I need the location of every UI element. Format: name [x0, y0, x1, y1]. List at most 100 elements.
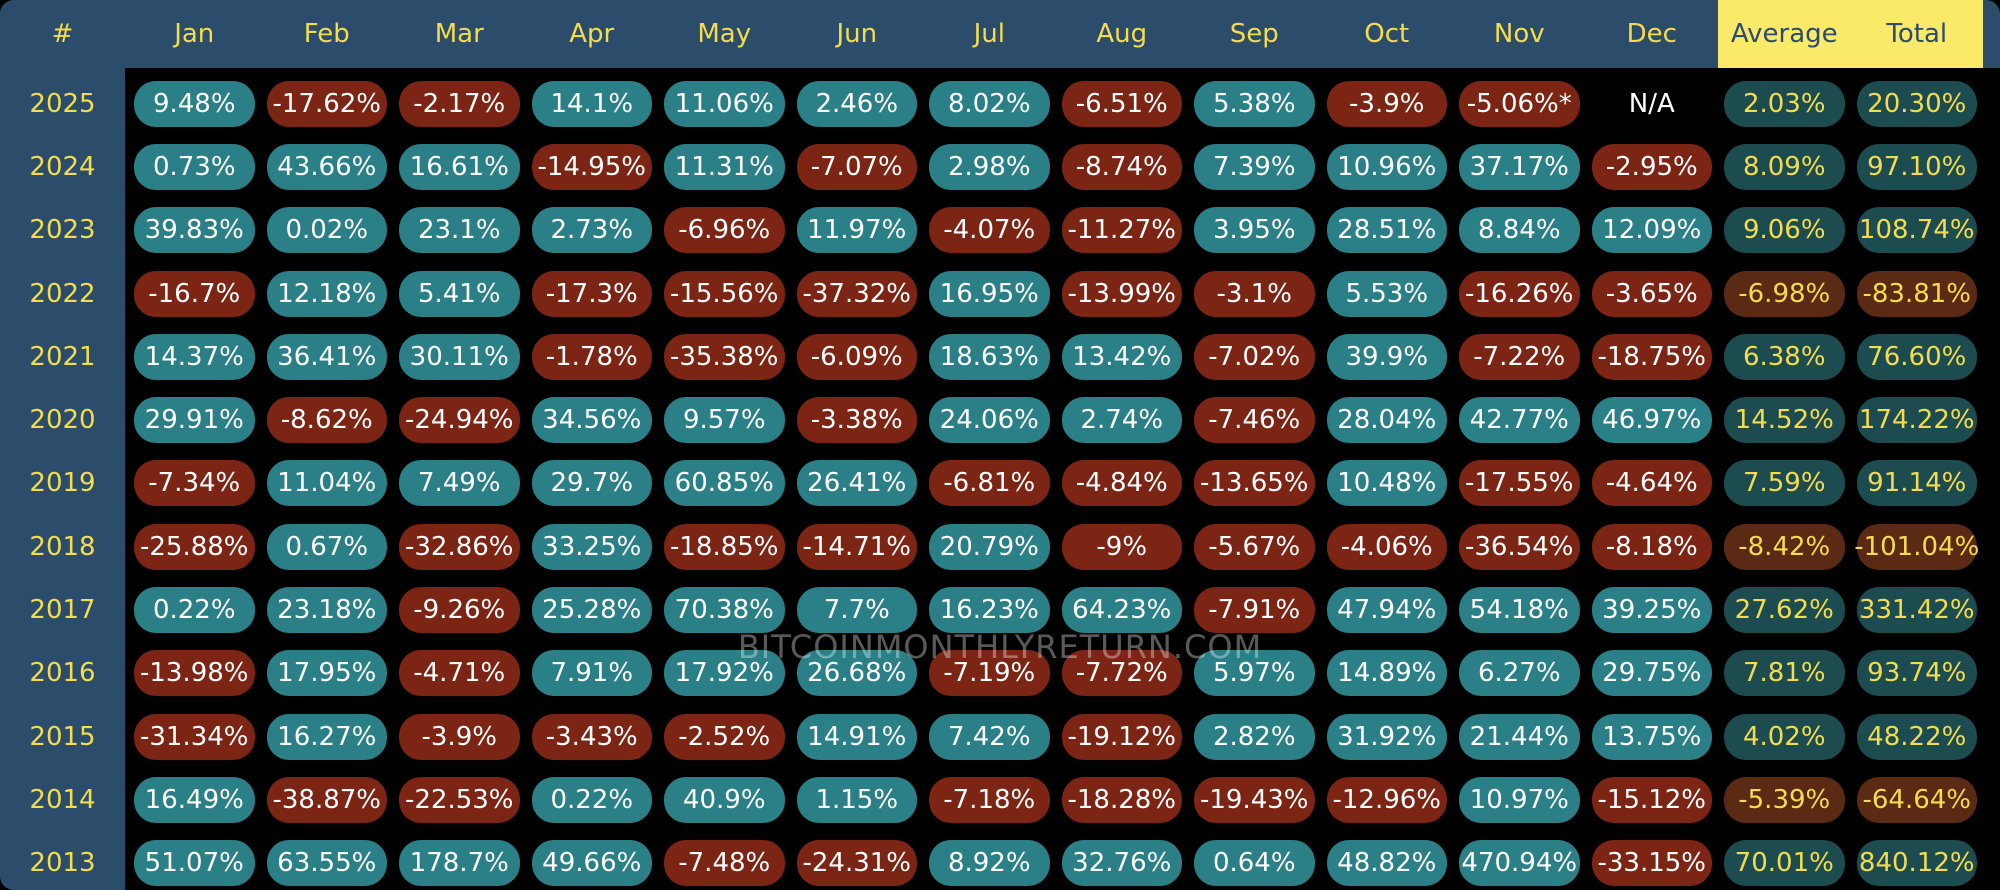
return-cell: 16.23%	[929, 587, 1050, 634]
return-cell: -3.65%	[1591, 270, 1712, 317]
return-cell: 18.63%	[929, 333, 1050, 380]
return-cell: 11.31%	[664, 143, 785, 190]
return-cell: -4.84%	[1061, 460, 1182, 507]
return-cell: 10.48%	[1326, 460, 1447, 507]
return-cell: -18.75%	[1591, 333, 1712, 380]
return-cell: 37.17%	[1459, 143, 1580, 190]
return-cell: 48.82%	[1326, 840, 1447, 887]
row-year-2023: 2023	[0, 198, 125, 262]
return-cell: -14.71%	[796, 523, 917, 570]
return-cell: 9.06%	[1724, 207, 1845, 254]
return-cell: 14.37%	[134, 333, 255, 380]
row-year-2018: 2018	[0, 515, 125, 579]
return-cell: -101.04%	[1854, 523, 1979, 570]
return-cell: 93.74%	[1856, 650, 1977, 697]
return-cell: -2.17%	[399, 80, 520, 127]
return-cell: -16.7%	[134, 270, 255, 317]
return-cell: 12.09%	[1591, 207, 1712, 254]
return-cell: -4.64%	[1591, 460, 1712, 507]
return-cell: 29.7%	[531, 460, 652, 507]
return-cell: 27.62%	[1724, 587, 1845, 634]
return-cell: 11.06%	[664, 80, 785, 127]
return-cell: -15.12%	[1591, 776, 1712, 823]
return-cell: 26.41%	[796, 460, 917, 507]
return-cell: -8.42%	[1724, 523, 1845, 570]
return-cell: 11.04%	[266, 460, 387, 507]
return-cell: 20.79%	[929, 523, 1050, 570]
return-cell: -4.71%	[399, 650, 520, 697]
return-cell: -19.12%	[1061, 713, 1182, 760]
return-cell: 14.1%	[531, 80, 652, 127]
column-header-nov: Nov	[1453, 0, 1586, 68]
return-cell: -36.54%	[1459, 523, 1580, 570]
return-cell: 0.22%	[531, 776, 652, 823]
return-cell: 26.68%	[796, 650, 917, 697]
return-cell: -9.26%	[399, 587, 520, 634]
return-cell: -83.81%	[1856, 270, 1977, 317]
return-cell: -24.31%	[796, 840, 917, 887]
return-cell: -7.19%	[929, 650, 1050, 697]
return-cell: 14.89%	[1326, 650, 1447, 697]
column-header-aug: Aug	[1055, 0, 1188, 68]
return-cell: 2.98%	[929, 143, 1050, 190]
return-cell: -11.27%	[1061, 207, 1182, 254]
row-year-2021: 2021	[0, 325, 125, 389]
return-cell: -9%	[1061, 523, 1182, 570]
return-cell: -24.94%	[399, 397, 520, 444]
return-cell: -4.06%	[1326, 523, 1447, 570]
return-cell: 70.01%	[1724, 840, 1845, 887]
return-cell: -3.1%	[1194, 270, 1315, 317]
return-cell: 17.92%	[664, 650, 785, 697]
return-cell: 470.94%	[1459, 840, 1580, 887]
return-cell: 12.18%	[266, 270, 387, 317]
corner-label: #	[0, 0, 125, 68]
return-cell: 46.97%	[1591, 397, 1712, 444]
return-cell: 2.82%	[1194, 713, 1315, 760]
return-cell: 4.02%	[1724, 713, 1845, 760]
return-cell: 97.10%	[1856, 143, 1977, 190]
return-cell: 70.38%	[664, 587, 785, 634]
return-cell: 0.67%	[266, 523, 387, 570]
return-cell: -25.88%	[134, 523, 255, 570]
return-cell: 28.04%	[1326, 397, 1447, 444]
return-cell: 49.66%	[531, 840, 652, 887]
return-cell: -6.96%	[664, 207, 785, 254]
return-cell: 23.18%	[266, 587, 387, 634]
return-cell: -17.3%	[531, 270, 652, 317]
return-cell: 178.7%	[399, 840, 520, 887]
return-cell: 2.74%	[1061, 397, 1182, 444]
return-cell: 51.07%	[134, 840, 255, 887]
return-cell: 7.91%	[531, 650, 652, 697]
return-cell: 76.60%	[1856, 333, 1977, 380]
return-cell: 23.1%	[399, 207, 520, 254]
return-cell: -3.9%	[1326, 80, 1447, 127]
column-header-jun: Jun	[790, 0, 923, 68]
column-header-average: Average	[1718, 0, 1851, 68]
return-cell: 0.64%	[1194, 840, 1315, 887]
return-cell: 91.14%	[1856, 460, 1977, 507]
return-cell: 28.51%	[1326, 207, 1447, 254]
row-year-2016: 2016	[0, 641, 125, 705]
return-cell: -4.07%	[929, 207, 1050, 254]
column-header-apr: Apr	[525, 0, 658, 68]
return-cell: 8.84%	[1459, 207, 1580, 254]
return-cell: 0.73%	[134, 143, 255, 190]
return-cell: 7.39%	[1194, 143, 1315, 190]
column-header-jul: Jul	[923, 0, 1056, 68]
return-cell: 1.15%	[796, 776, 917, 823]
return-cell: -3.9%	[399, 713, 520, 760]
return-cell: 2.46%	[796, 80, 917, 127]
return-cell: 64.23%	[1061, 587, 1182, 634]
return-cell: -6.81%	[929, 460, 1050, 507]
return-cell: -7.02%	[1194, 333, 1315, 380]
column-header-mar: Mar	[393, 0, 526, 68]
return-cell: -13.98%	[134, 650, 255, 697]
return-cell: -18.28%	[1061, 776, 1182, 823]
return-cell: -14.95%	[531, 143, 652, 190]
return-cell: 7.7%	[796, 587, 917, 634]
return-cell: N/A	[1628, 88, 1675, 119]
column-header-total: Total	[1850, 0, 1983, 68]
return-cell: 16.61%	[399, 143, 520, 190]
row-year-2025: 2025	[0, 72, 125, 136]
